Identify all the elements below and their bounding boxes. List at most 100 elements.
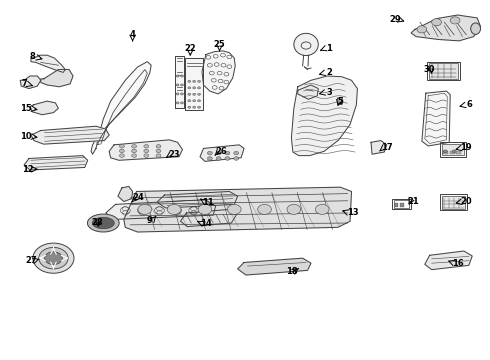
- Circle shape: [188, 100, 191, 102]
- Polygon shape: [202, 51, 235, 94]
- Text: 15: 15: [20, 104, 32, 113]
- Circle shape: [138, 204, 152, 215]
- Text: 27: 27: [25, 256, 37, 265]
- Polygon shape: [20, 76, 41, 89]
- Circle shape: [188, 106, 191, 108]
- Circle shape: [120, 144, 124, 148]
- Circle shape: [193, 80, 196, 82]
- Polygon shape: [24, 156, 88, 170]
- Circle shape: [120, 154, 124, 157]
- Text: 5: 5: [337, 96, 343, 105]
- Bar: [441, 142, 466, 157]
- Circle shape: [144, 144, 149, 148]
- Circle shape: [132, 144, 137, 148]
- Circle shape: [180, 75, 183, 77]
- Text: 29: 29: [390, 15, 401, 24]
- Circle shape: [227, 204, 241, 215]
- Bar: [400, 203, 404, 207]
- Bar: [450, 151, 455, 154]
- Bar: [392, 199, 411, 209]
- Circle shape: [120, 149, 124, 153]
- Circle shape: [193, 87, 196, 89]
- Polygon shape: [371, 140, 387, 154]
- Circle shape: [193, 106, 196, 108]
- Circle shape: [144, 154, 149, 157]
- Circle shape: [176, 84, 179, 86]
- Circle shape: [193, 100, 196, 102]
- Circle shape: [443, 150, 447, 153]
- Circle shape: [132, 149, 137, 153]
- Polygon shape: [124, 187, 351, 232]
- Text: 6: 6: [467, 100, 473, 109]
- Circle shape: [234, 151, 239, 155]
- Circle shape: [132, 154, 137, 157]
- Polygon shape: [174, 56, 184, 108]
- Bar: [442, 144, 464, 155]
- Text: 24: 24: [133, 193, 145, 202]
- Polygon shape: [180, 210, 236, 226]
- Circle shape: [180, 102, 183, 104]
- Circle shape: [452, 150, 456, 153]
- Circle shape: [225, 157, 230, 160]
- Polygon shape: [200, 145, 244, 161]
- Circle shape: [197, 106, 200, 108]
- Text: 26: 26: [216, 147, 227, 156]
- Circle shape: [156, 154, 161, 157]
- Circle shape: [225, 151, 230, 155]
- Circle shape: [216, 151, 221, 155]
- Bar: [456, 151, 461, 154]
- Polygon shape: [238, 258, 311, 275]
- Text: 18: 18: [286, 267, 297, 276]
- Text: 28: 28: [92, 218, 103, 227]
- Text: 30: 30: [424, 65, 436, 74]
- Circle shape: [197, 87, 200, 89]
- Circle shape: [167, 204, 181, 215]
- Circle shape: [234, 157, 239, 160]
- Polygon shape: [91, 62, 151, 154]
- Text: 22: 22: [184, 44, 196, 53]
- Circle shape: [198, 204, 212, 215]
- Text: 4: 4: [130, 30, 136, 39]
- Text: 19: 19: [460, 143, 472, 152]
- Polygon shape: [41, 69, 73, 87]
- Text: 17: 17: [381, 143, 392, 152]
- Circle shape: [45, 252, 62, 265]
- Bar: [441, 194, 467, 211]
- Polygon shape: [31, 55, 65, 72]
- Ellipse shape: [294, 33, 318, 55]
- Text: 14: 14: [200, 219, 212, 228]
- Text: 23: 23: [169, 150, 180, 159]
- Circle shape: [258, 204, 271, 215]
- Circle shape: [316, 204, 329, 215]
- Circle shape: [156, 149, 161, 153]
- Polygon shape: [292, 76, 357, 156]
- Circle shape: [197, 93, 200, 95]
- Polygon shape: [425, 251, 472, 270]
- Bar: [393, 200, 409, 208]
- Circle shape: [156, 144, 161, 148]
- Bar: [427, 62, 460, 80]
- Circle shape: [207, 151, 212, 155]
- Circle shape: [216, 157, 221, 160]
- Text: 11: 11: [202, 198, 214, 207]
- Circle shape: [33, 243, 74, 273]
- Circle shape: [197, 80, 200, 82]
- Polygon shape: [185, 58, 203, 110]
- Bar: [442, 196, 466, 209]
- Ellipse shape: [471, 23, 481, 35]
- Text: 9: 9: [147, 216, 152, 225]
- Circle shape: [197, 100, 200, 102]
- Circle shape: [417, 26, 427, 33]
- Text: 13: 13: [347, 208, 358, 217]
- Circle shape: [176, 102, 179, 104]
- Text: 7: 7: [21, 80, 27, 89]
- Text: 1: 1: [326, 44, 332, 53]
- Bar: [443, 151, 448, 154]
- Circle shape: [450, 17, 460, 24]
- Ellipse shape: [92, 217, 114, 229]
- Circle shape: [39, 247, 68, 269]
- Text: 12: 12: [22, 165, 33, 174]
- Circle shape: [144, 149, 149, 153]
- Polygon shape: [422, 91, 450, 146]
- Text: 16: 16: [452, 259, 464, 268]
